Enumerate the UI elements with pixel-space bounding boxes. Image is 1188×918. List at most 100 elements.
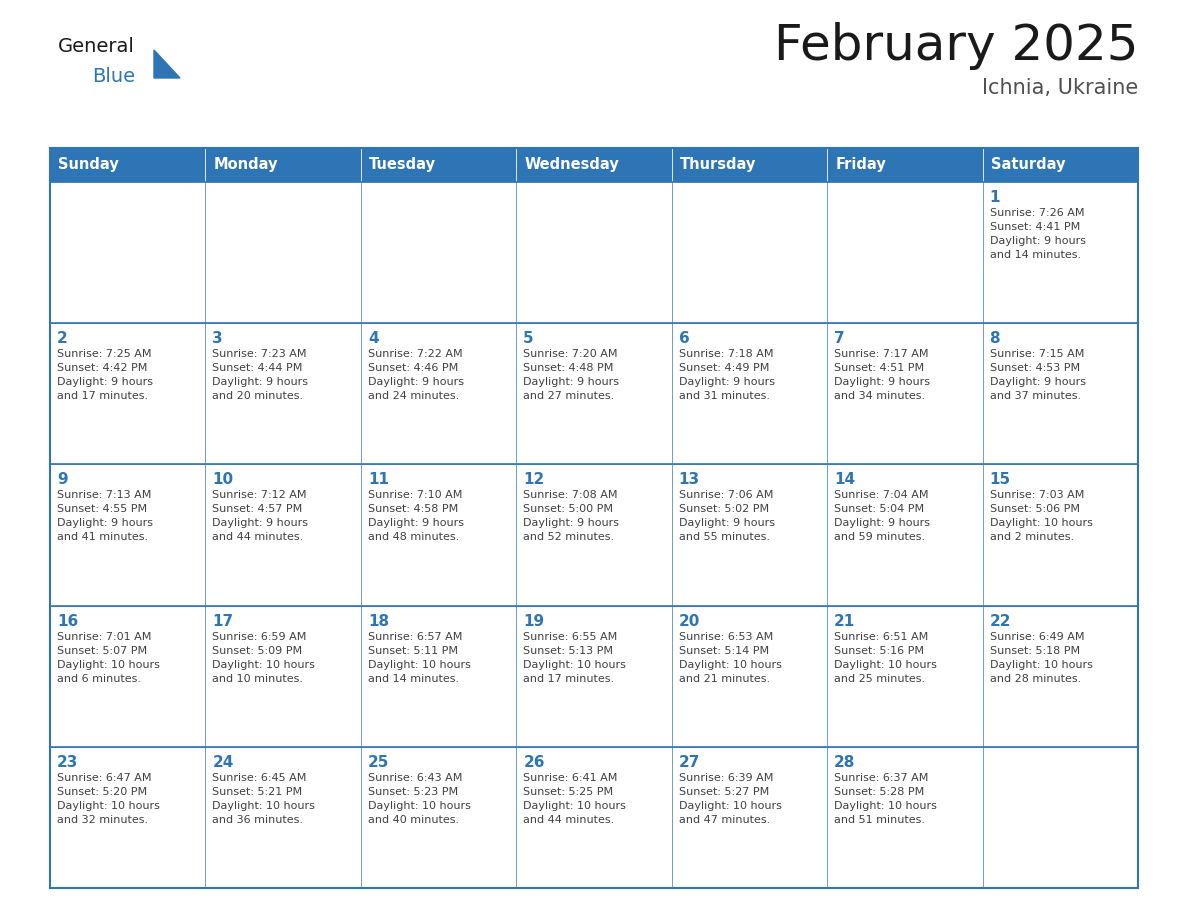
Bar xyxy=(50,606,206,747)
Text: Sunrise: 7:18 AM
Sunset: 4:49 PM
Daylight: 9 hours
and 31 minutes.: Sunrise: 7:18 AM Sunset: 4:49 PM Dayligh… xyxy=(678,349,775,401)
Text: 1: 1 xyxy=(990,190,1000,205)
Bar xyxy=(982,323,1138,465)
Text: Sunrise: 7:26 AM
Sunset: 4:41 PM
Daylight: 9 hours
and 14 minutes.: Sunrise: 7:26 AM Sunset: 4:41 PM Dayligh… xyxy=(990,208,1086,260)
Text: 28: 28 xyxy=(834,755,855,770)
Bar xyxy=(50,148,1138,888)
Bar xyxy=(671,465,827,606)
Text: 3: 3 xyxy=(213,331,223,346)
Text: 15: 15 xyxy=(990,473,1011,487)
Text: Sunrise: 7:06 AM
Sunset: 5:02 PM
Daylight: 9 hours
and 55 minutes.: Sunrise: 7:06 AM Sunset: 5:02 PM Dayligh… xyxy=(678,490,775,543)
Text: Sunrise: 7:01 AM
Sunset: 5:07 PM
Daylight: 10 hours
and 6 minutes.: Sunrise: 7:01 AM Sunset: 5:07 PM Dayligh… xyxy=(57,632,160,684)
Text: General: General xyxy=(58,37,135,56)
Bar xyxy=(50,148,206,182)
Text: Sunrise: 6:49 AM
Sunset: 5:18 PM
Daylight: 10 hours
and 28 minutes.: Sunrise: 6:49 AM Sunset: 5:18 PM Dayligh… xyxy=(990,632,1093,684)
Text: Sunrise: 6:37 AM
Sunset: 5:28 PM
Daylight: 10 hours
and 51 minutes.: Sunrise: 6:37 AM Sunset: 5:28 PM Dayligh… xyxy=(834,773,937,824)
Text: Sunrise: 6:45 AM
Sunset: 5:21 PM
Daylight: 10 hours
and 36 minutes.: Sunrise: 6:45 AM Sunset: 5:21 PM Dayligh… xyxy=(213,773,315,824)
Text: 8: 8 xyxy=(990,331,1000,346)
Bar xyxy=(517,465,671,606)
Text: 17: 17 xyxy=(213,613,234,629)
Text: 13: 13 xyxy=(678,473,700,487)
Bar xyxy=(671,182,827,323)
Text: Sunrise: 7:10 AM
Sunset: 4:58 PM
Daylight: 9 hours
and 48 minutes.: Sunrise: 7:10 AM Sunset: 4:58 PM Dayligh… xyxy=(368,490,463,543)
Text: 21: 21 xyxy=(834,613,855,629)
Text: Ichnia, Ukraine: Ichnia, Ukraine xyxy=(981,78,1138,98)
Text: Sunrise: 6:39 AM
Sunset: 5:27 PM
Daylight: 10 hours
and 47 minutes.: Sunrise: 6:39 AM Sunset: 5:27 PM Dayligh… xyxy=(678,773,782,824)
Text: Wednesday: Wednesday xyxy=(524,158,619,173)
Text: Sunrise: 6:51 AM
Sunset: 5:16 PM
Daylight: 10 hours
and 25 minutes.: Sunrise: 6:51 AM Sunset: 5:16 PM Dayligh… xyxy=(834,632,937,684)
Bar xyxy=(50,747,206,888)
Text: Sunday: Sunday xyxy=(58,158,119,173)
Bar xyxy=(671,747,827,888)
Bar xyxy=(361,606,517,747)
Text: Sunrise: 6:55 AM
Sunset: 5:13 PM
Daylight: 10 hours
and 17 minutes.: Sunrise: 6:55 AM Sunset: 5:13 PM Dayligh… xyxy=(523,632,626,684)
Bar xyxy=(517,747,671,888)
Bar xyxy=(206,606,361,747)
Bar xyxy=(206,747,361,888)
Text: 4: 4 xyxy=(368,331,379,346)
Text: Sunrise: 7:25 AM
Sunset: 4:42 PM
Daylight: 9 hours
and 17 minutes.: Sunrise: 7:25 AM Sunset: 4:42 PM Dayligh… xyxy=(57,349,153,401)
Polygon shape xyxy=(154,50,181,78)
Text: Sunrise: 6:43 AM
Sunset: 5:23 PM
Daylight: 10 hours
and 40 minutes.: Sunrise: 6:43 AM Sunset: 5:23 PM Dayligh… xyxy=(368,773,470,824)
Text: 9: 9 xyxy=(57,473,68,487)
Text: Sunrise: 7:23 AM
Sunset: 4:44 PM
Daylight: 9 hours
and 20 minutes.: Sunrise: 7:23 AM Sunset: 4:44 PM Dayligh… xyxy=(213,349,309,401)
Bar xyxy=(827,465,982,606)
Bar xyxy=(206,182,361,323)
Bar xyxy=(827,182,982,323)
Bar xyxy=(982,148,1138,182)
Text: 5: 5 xyxy=(523,331,533,346)
Bar xyxy=(827,606,982,747)
Text: Sunrise: 7:12 AM
Sunset: 4:57 PM
Daylight: 9 hours
and 44 minutes.: Sunrise: 7:12 AM Sunset: 4:57 PM Dayligh… xyxy=(213,490,309,543)
Text: 11: 11 xyxy=(368,473,388,487)
Text: 18: 18 xyxy=(368,613,388,629)
Text: Sunrise: 7:20 AM
Sunset: 4:48 PM
Daylight: 9 hours
and 27 minutes.: Sunrise: 7:20 AM Sunset: 4:48 PM Dayligh… xyxy=(523,349,619,401)
Bar xyxy=(671,606,827,747)
Text: Sunrise: 6:53 AM
Sunset: 5:14 PM
Daylight: 10 hours
and 21 minutes.: Sunrise: 6:53 AM Sunset: 5:14 PM Dayligh… xyxy=(678,632,782,684)
Text: Saturday: Saturday xyxy=(991,158,1066,173)
Text: Sunrise: 7:17 AM
Sunset: 4:51 PM
Daylight: 9 hours
and 34 minutes.: Sunrise: 7:17 AM Sunset: 4:51 PM Dayligh… xyxy=(834,349,930,401)
Text: Blue: Blue xyxy=(91,67,135,86)
Bar xyxy=(517,148,671,182)
Bar xyxy=(517,323,671,465)
Text: 19: 19 xyxy=(523,613,544,629)
Text: Sunrise: 7:04 AM
Sunset: 5:04 PM
Daylight: 9 hours
and 59 minutes.: Sunrise: 7:04 AM Sunset: 5:04 PM Dayligh… xyxy=(834,490,930,543)
Text: 23: 23 xyxy=(57,755,78,770)
Bar xyxy=(827,148,982,182)
Text: 27: 27 xyxy=(678,755,700,770)
Bar xyxy=(50,465,206,606)
Text: Sunrise: 6:59 AM
Sunset: 5:09 PM
Daylight: 10 hours
and 10 minutes.: Sunrise: 6:59 AM Sunset: 5:09 PM Dayligh… xyxy=(213,632,315,684)
Text: 22: 22 xyxy=(990,613,1011,629)
Bar xyxy=(982,182,1138,323)
Text: Sunrise: 6:47 AM
Sunset: 5:20 PM
Daylight: 10 hours
and 32 minutes.: Sunrise: 6:47 AM Sunset: 5:20 PM Dayligh… xyxy=(57,773,160,824)
Text: 2: 2 xyxy=(57,331,68,346)
Text: Sunrise: 7:22 AM
Sunset: 4:46 PM
Daylight: 9 hours
and 24 minutes.: Sunrise: 7:22 AM Sunset: 4:46 PM Dayligh… xyxy=(368,349,463,401)
Bar xyxy=(982,465,1138,606)
Bar xyxy=(827,747,982,888)
Text: Thursday: Thursday xyxy=(680,158,756,173)
Bar xyxy=(206,465,361,606)
Bar xyxy=(361,182,517,323)
Bar xyxy=(361,747,517,888)
Bar xyxy=(982,747,1138,888)
Text: 6: 6 xyxy=(678,331,689,346)
Text: 14: 14 xyxy=(834,473,855,487)
Text: 26: 26 xyxy=(523,755,545,770)
Text: 12: 12 xyxy=(523,473,544,487)
Text: Tuesday: Tuesday xyxy=(368,158,436,173)
Text: 20: 20 xyxy=(678,613,700,629)
Bar xyxy=(361,148,517,182)
Bar xyxy=(361,465,517,606)
Bar xyxy=(517,606,671,747)
Bar xyxy=(827,323,982,465)
Bar xyxy=(50,182,206,323)
Text: Sunrise: 7:03 AM
Sunset: 5:06 PM
Daylight: 10 hours
and 2 minutes.: Sunrise: 7:03 AM Sunset: 5:06 PM Dayligh… xyxy=(990,490,1093,543)
Bar xyxy=(671,323,827,465)
Text: Sunrise: 6:41 AM
Sunset: 5:25 PM
Daylight: 10 hours
and 44 minutes.: Sunrise: 6:41 AM Sunset: 5:25 PM Dayligh… xyxy=(523,773,626,824)
Text: 24: 24 xyxy=(213,755,234,770)
Text: Monday: Monday xyxy=(214,158,278,173)
Bar xyxy=(671,148,827,182)
Text: Friday: Friday xyxy=(835,158,886,173)
Bar xyxy=(982,606,1138,747)
Text: 7: 7 xyxy=(834,331,845,346)
Text: Sunrise: 7:08 AM
Sunset: 5:00 PM
Daylight: 9 hours
and 52 minutes.: Sunrise: 7:08 AM Sunset: 5:00 PM Dayligh… xyxy=(523,490,619,543)
Text: 25: 25 xyxy=(368,755,390,770)
